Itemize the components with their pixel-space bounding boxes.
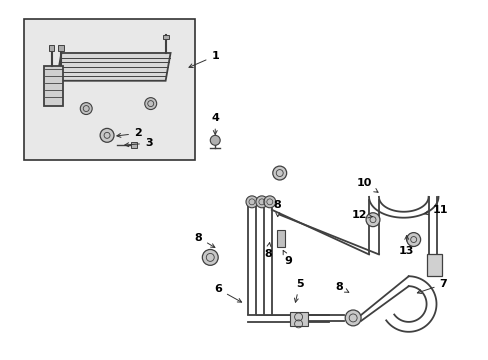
- Text: 8: 8: [273, 200, 281, 217]
- Circle shape: [100, 129, 114, 142]
- Circle shape: [245, 196, 257, 208]
- Text: 13: 13: [398, 235, 413, 256]
- Circle shape: [80, 103, 92, 114]
- Polygon shape: [43, 66, 63, 105]
- Circle shape: [406, 233, 420, 247]
- Circle shape: [272, 166, 286, 180]
- Bar: [426, 255, 442, 276]
- Text: 11: 11: [424, 205, 447, 215]
- Circle shape: [144, 98, 156, 109]
- Bar: [163, 35, 168, 39]
- Circle shape: [255, 196, 267, 208]
- Text: 1: 1: [189, 51, 219, 68]
- Text: 9: 9: [283, 251, 292, 266]
- Circle shape: [264, 196, 275, 208]
- Circle shape: [366, 213, 379, 227]
- Polygon shape: [276, 230, 284, 247]
- Text: 7: 7: [416, 279, 447, 293]
- Bar: [48, 45, 54, 51]
- Text: 5: 5: [294, 279, 303, 302]
- Bar: [24, 19, 195, 160]
- Text: 12: 12: [351, 210, 372, 220]
- Circle shape: [202, 249, 218, 265]
- Text: 8: 8: [335, 282, 348, 292]
- Polygon shape: [56, 53, 170, 81]
- Text: 8: 8: [194, 233, 214, 247]
- Circle shape: [210, 135, 220, 145]
- Bar: [289, 312, 307, 326]
- Text: 10: 10: [356, 178, 377, 192]
- Text: 2: 2: [117, 129, 142, 138]
- Bar: [131, 142, 137, 148]
- Text: 4: 4: [211, 113, 219, 134]
- Circle shape: [345, 310, 360, 326]
- Text: 8: 8: [264, 243, 271, 260]
- Text: 3: 3: [124, 138, 152, 148]
- Text: 6: 6: [214, 284, 241, 302]
- Bar: [59, 45, 64, 51]
